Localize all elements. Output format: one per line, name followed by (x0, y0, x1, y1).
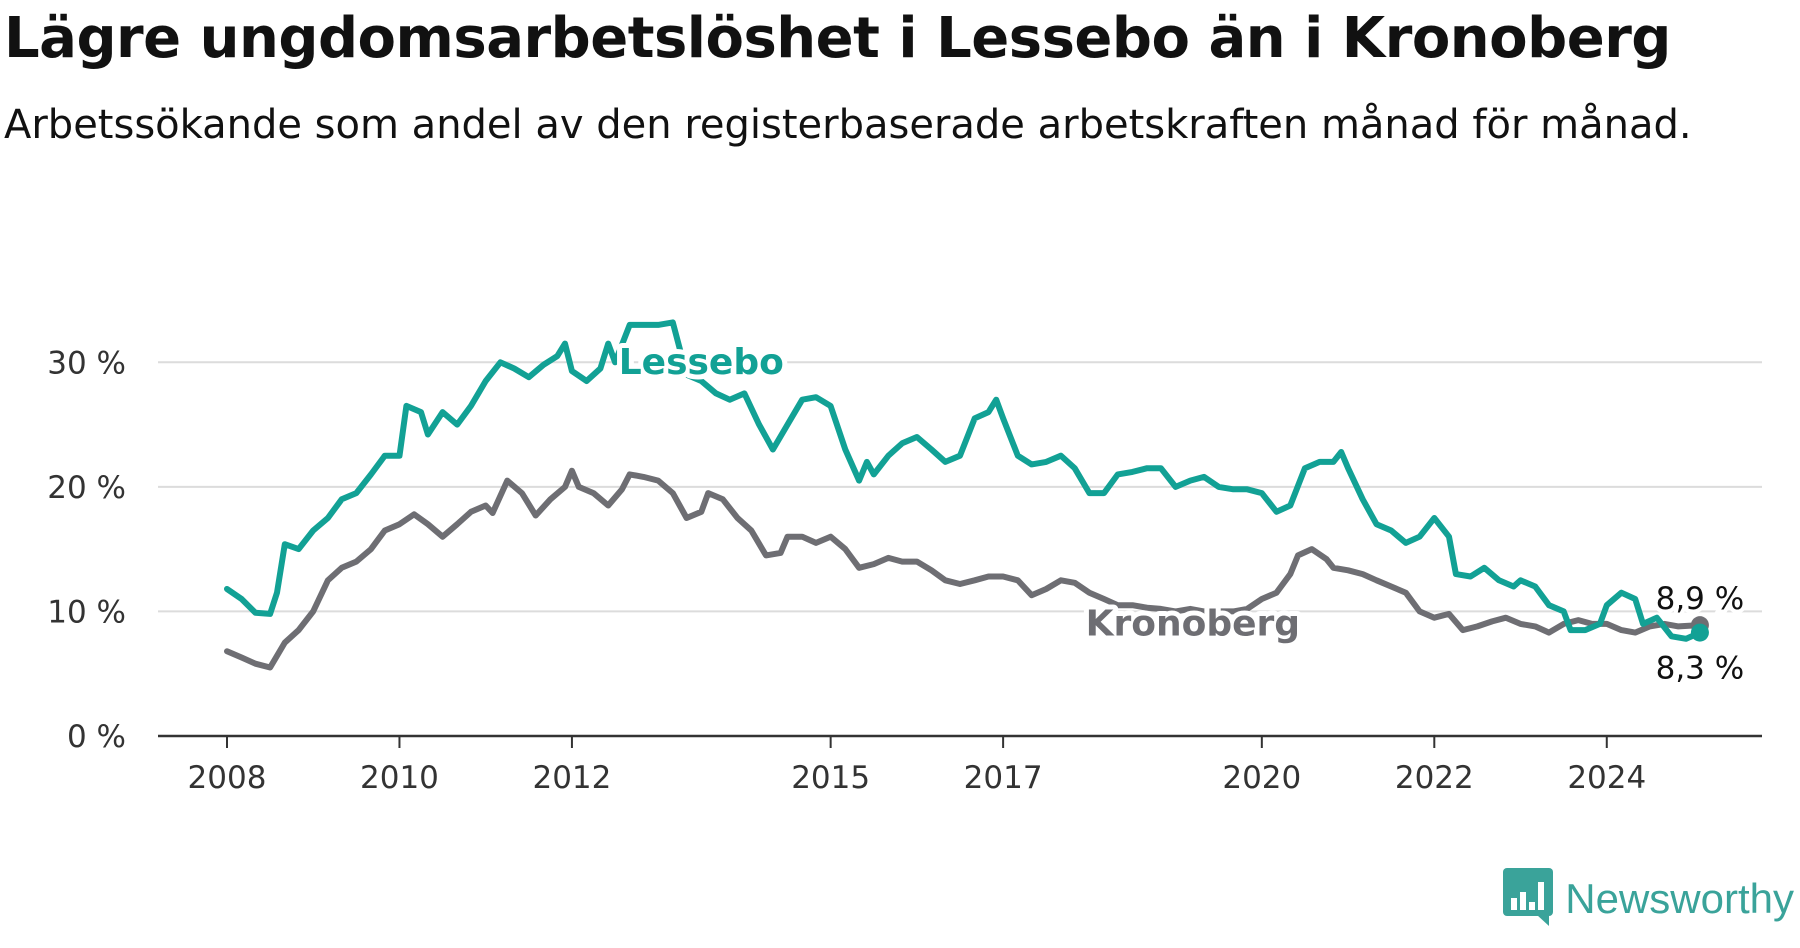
x-tick-label-2008: 2008 (188, 760, 267, 796)
series-layer (224, 319, 1709, 671)
x-tick-label-2024: 2024 (1567, 760, 1646, 796)
x-tick-label-2012: 2012 (532, 760, 611, 796)
chart-subtitle: Arbetssökande som andel av den registerb… (4, 102, 1692, 148)
end-value-label-lessebo: 8,3 % (1656, 651, 1745, 687)
series-line-kronoberg (224, 467, 1703, 671)
chart-title: Lägre ungdomsarbetslöshet i Lessebo än i… (4, 6, 1671, 71)
axis-layer: 0 % 10 % 20 % 30 % 2008 2010 2012 2015 2017 2020 2… (47, 345, 1762, 796)
series-endpoint-lessebo (1690, 623, 1709, 642)
x-tick-label-2022: 2022 (1395, 760, 1474, 796)
x-tick-label-2010: 2010 (360, 760, 439, 796)
brand-logo: Newsworthy (1503, 868, 1794, 930)
y-tick-label-20: 20 % (47, 470, 126, 506)
bar-chart-speech-icon (1503, 868, 1554, 930)
grid-layer (158, 361, 1762, 613)
series-line-lessebo (224, 319, 1703, 642)
x-tick-label-2017: 2017 (964, 760, 1043, 796)
brand-name: Newsworthy (1565, 875, 1794, 922)
end-value-label-kronoberg: 8,9 % (1656, 581, 1745, 617)
y-tick-label-0: 0 % (67, 719, 126, 755)
y-tick-label-30: 30 % (47, 345, 126, 381)
series-label-lessebo: Lessebo (619, 342, 784, 383)
x-tick-label-2015: 2015 (791, 760, 870, 796)
x-tick-label-2020: 2020 (1222, 760, 1301, 796)
y-tick-label-10: 10 % (47, 594, 126, 630)
series-label-kronoberg: Kronoberg (1086, 603, 1300, 644)
label-layer: Lessebo Kronoberg 8,9 % 8,3 % (614, 337, 1749, 691)
